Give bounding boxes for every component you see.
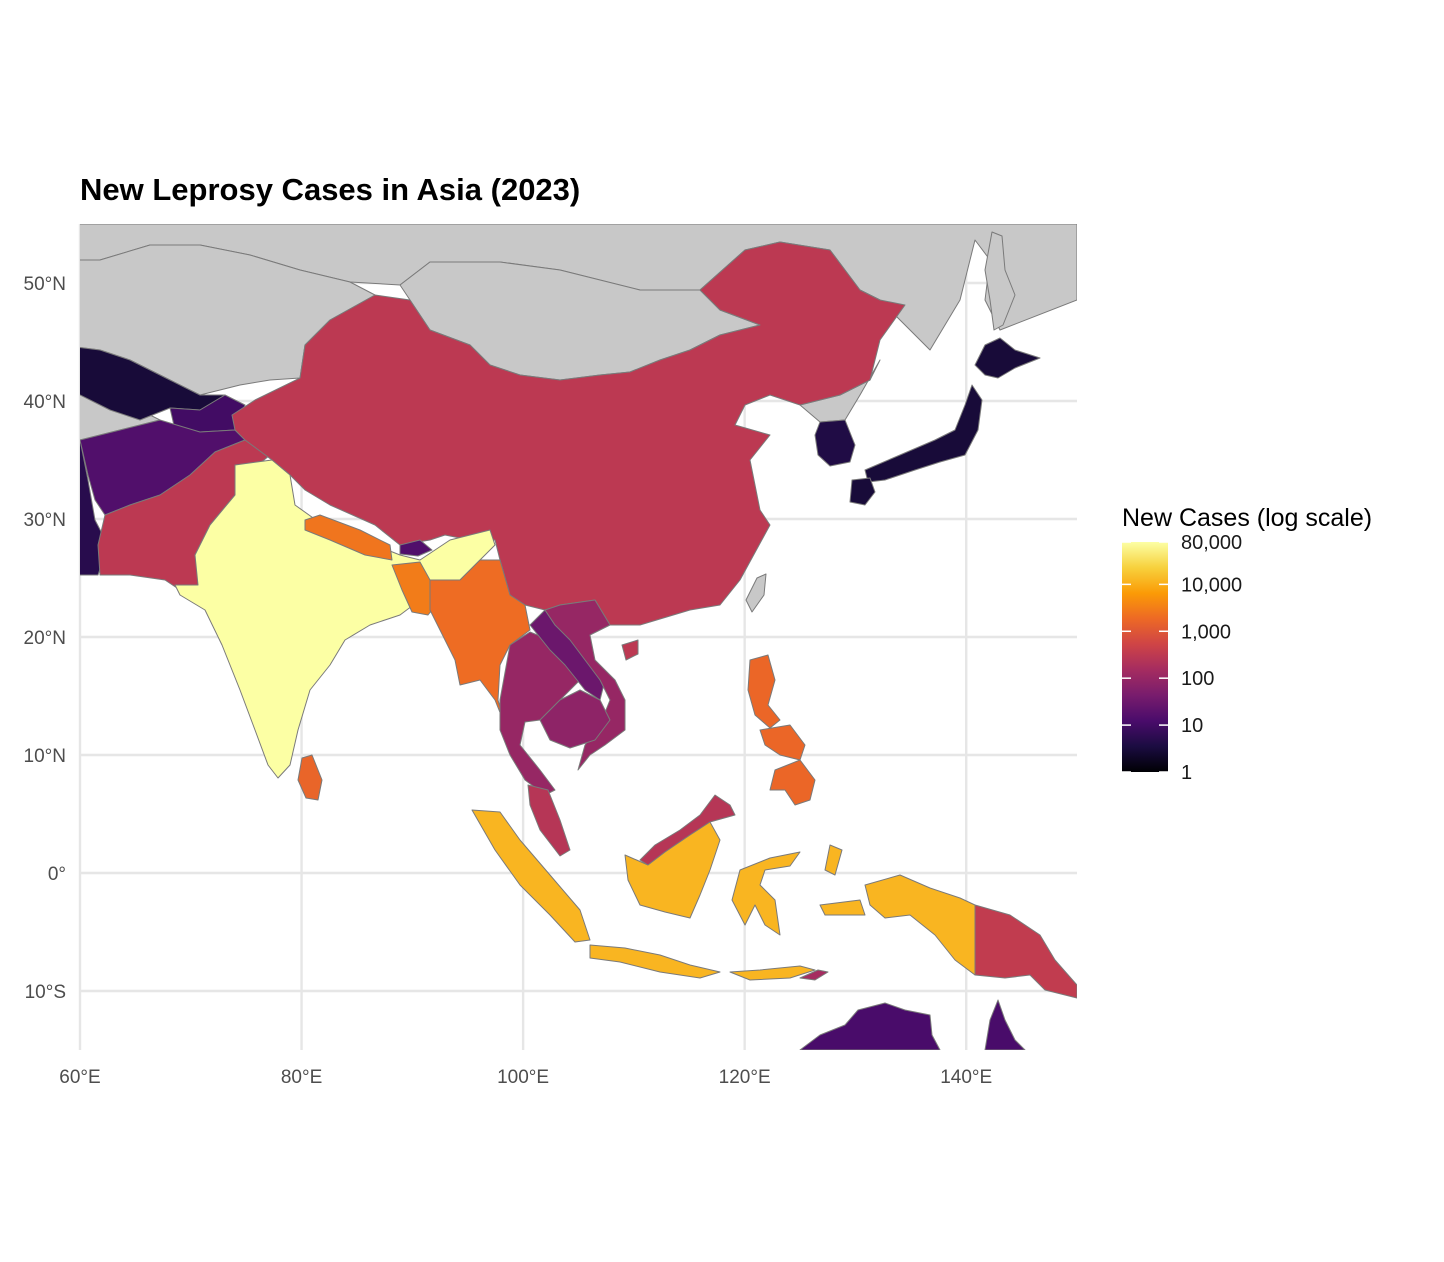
region-indonesia-maluku[interactable]: [819, 844, 866, 916]
y-tick-label: 50°N: [24, 274, 66, 295]
legend-tick-label: 10,000: [1181, 574, 1242, 596]
region-east-timor[interactable]: [799, 969, 829, 981]
legend: New Cases (log scale) 80,000 10,000 1,000 1…: [1122, 504, 1372, 784]
region-indonesia-sulawesi[interactable]: [731, 851, 801, 936]
legend-title: New Cases (log scale): [1122, 504, 1372, 532]
region-philippines-luzon[interactable]: [747, 654, 781, 729]
region-philippines-mindanao[interactable]: [769, 759, 816, 806]
region-indonesia-borneo[interactable]: [624, 821, 721, 919]
map-title: New Leprosy Cases in Asia (2023): [80, 172, 581, 207]
region-indonesia-java[interactable]: [589, 944, 721, 979]
y-tick-label: 20°N: [24, 628, 66, 649]
region-indonesia-papua[interactable]: [864, 874, 976, 976]
legend-colorbar: [1122, 542, 1168, 772]
y-tick-label: 0°: [48, 864, 66, 885]
region-japan-hokkaido[interactable]: [974, 337, 1041, 379]
legend-tick-label: 100: [1181, 668, 1214, 690]
legend-tick-label: 80,000: [1181, 532, 1242, 554]
region-malaysia-peninsula[interactable]: [527, 784, 571, 857]
region-cambodia[interactable]: [539, 689, 611, 749]
x-tick-label: 100°E: [497, 1067, 549, 1088]
x-axis-ticks: 60°E 80°E 100°E 120°E 140°E: [59, 1067, 992, 1088]
land-layer: [80, 224, 1077, 1050]
region-japan-kyushu[interactable]: [849, 477, 876, 506]
y-tick-label: 40°N: [24, 392, 66, 413]
legend-tick-label: 10: [1181, 715, 1203, 737]
region-sri-lanka[interactable]: [297, 754, 323, 801]
x-tick-label: 60°E: [59, 1067, 100, 1088]
region-japan-honshu[interactable]: [864, 384, 983, 483]
x-tick-label: 120°E: [719, 1067, 771, 1088]
y-tick-label: 10°S: [25, 982, 66, 1003]
y-tick-label: 10°N: [24, 746, 66, 767]
x-tick-label: 140°E: [940, 1067, 992, 1088]
region-indonesia-lesser-sunda[interactable]: [729, 965, 816, 981]
region-australia[interactable]: [799, 999, 1026, 1050]
x-tick-label: 80°E: [281, 1067, 322, 1088]
region-taiwan[interactable]: [745, 573, 767, 613]
legend-tick-label: 1,000: [1181, 621, 1231, 643]
y-tick-label: 30°N: [24, 510, 66, 531]
region-papua-new-guinea[interactable]: [974, 904, 1077, 999]
region-bhutan[interactable]: [399, 539, 433, 557]
region-india[interactable]: [174, 459, 496, 779]
legend-ticks: 80,000 10,000 1,000 100 10 1: [1122, 532, 1242, 784]
y-axis-ticks: 50°N 40°N 30°N 20°N 10°N 0° 10°S: [24, 274, 66, 1003]
region-myanmar[interactable]: [429, 559, 531, 726]
region-hainan[interactable]: [621, 639, 639, 661]
legend-tick-label: 1: [1181, 762, 1192, 784]
region-south-korea[interactable]: [814, 419, 856, 467]
region-indonesia-sumatra[interactable]: [471, 809, 591, 943]
region-sakhalin[interactable]: [984, 231, 1016, 331]
region-nepal[interactable]: [304, 514, 393, 561]
